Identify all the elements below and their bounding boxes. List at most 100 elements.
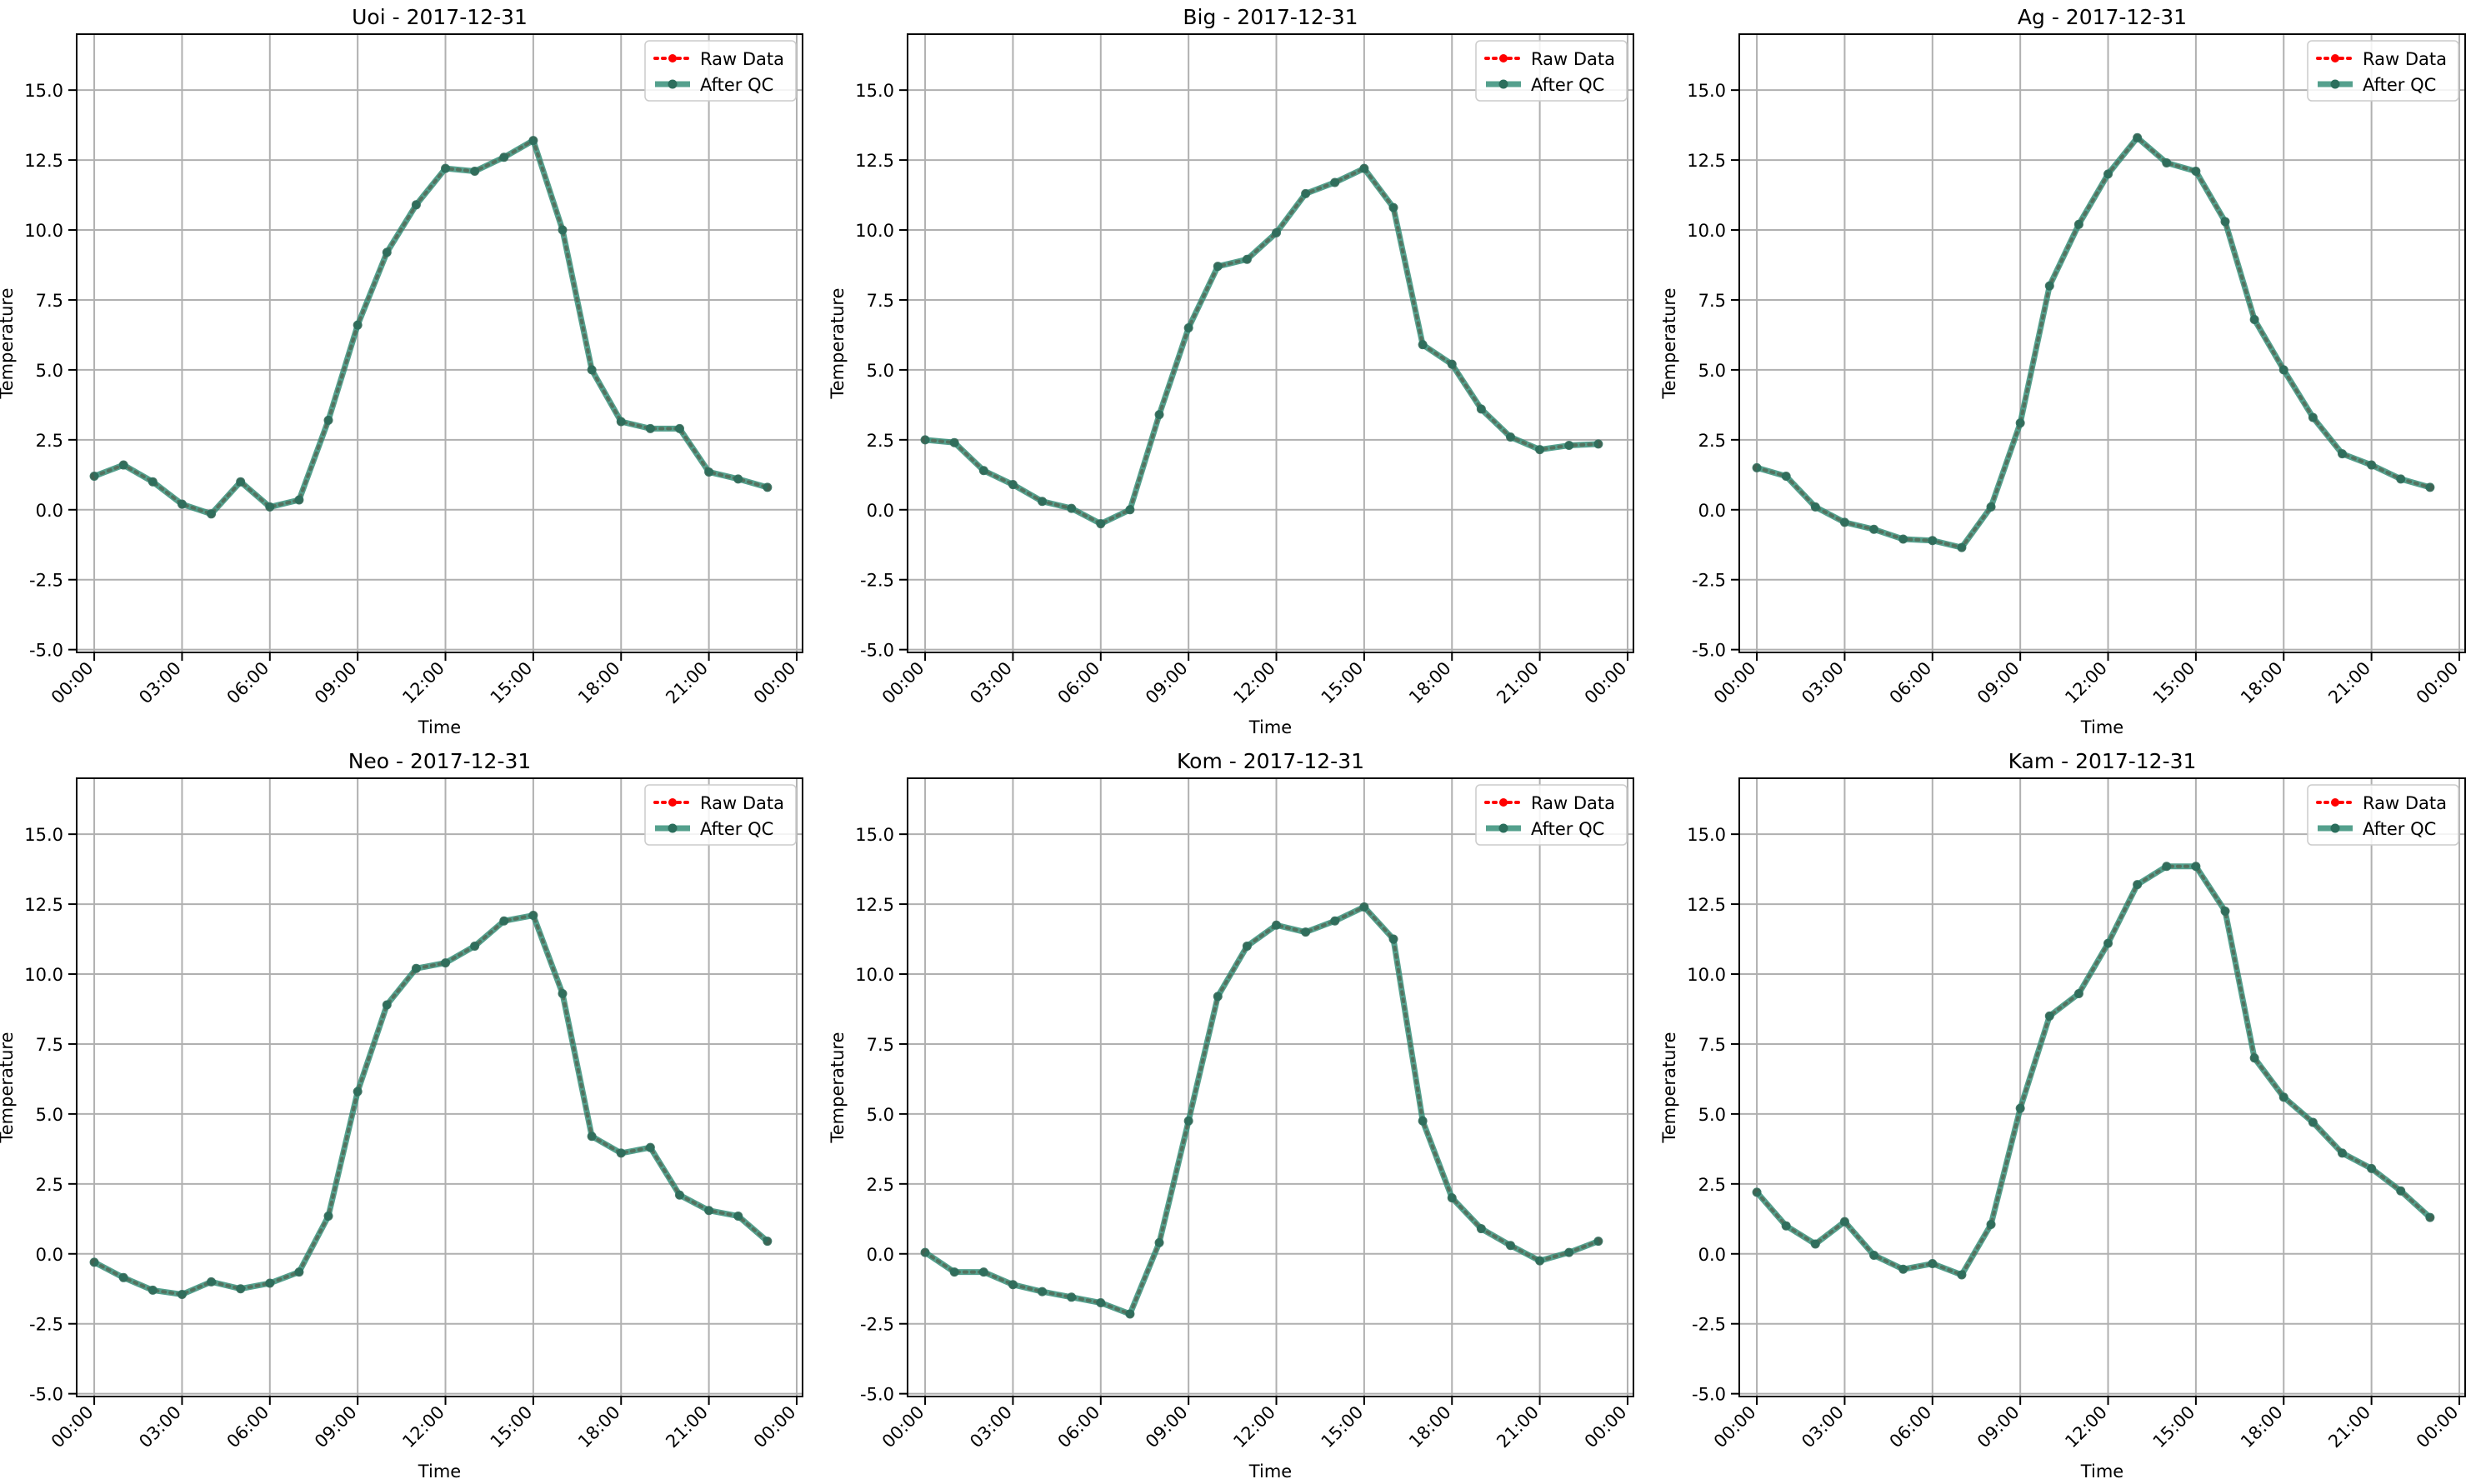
point-after-qc	[1067, 1292, 1077, 1302]
point-after-qc	[1125, 1309, 1135, 1319]
point-after-qc	[1154, 410, 1164, 420]
point-after-qc	[2220, 906, 2230, 916]
x-tick-label: 18:00	[1405, 1402, 1455, 1452]
point-after-qc	[2278, 1092, 2288, 1102]
y-tick-label: 12.5	[855, 895, 894, 915]
x-tick-label: 09:00	[1142, 658, 1192, 708]
x-tick-label: 18:00	[2237, 658, 2287, 708]
legend-marker-raw-data	[2331, 54, 2339, 62]
y-tick-label: 10.0	[1687, 965, 1726, 985]
legend-label-raw-data: Raw Data	[700, 793, 784, 813]
chart-panel-3: 00:00 03:00 06:00 09:00 12:00 15:00 18:00 21:00…	[1659, 5, 2466, 737]
axes-frame	[907, 777, 1634, 1397]
y-tick-label: 10.0	[855, 221, 894, 241]
x-tick-label: 12:00	[2061, 658, 2111, 708]
y-tick-label: 10.0	[855, 965, 894, 985]
point-after-qc	[1898, 1264, 1908, 1274]
chart-panel-5: 00:00 03:00 06:00 09:00 12:00 15:00 18:00 21:00…	[828, 749, 1634, 1482]
x-tick-label: 15:00	[487, 1402, 537, 1452]
y-tick-label: 0.0	[1698, 501, 1726, 521]
x-tick-label: 09:00	[1973, 1402, 2023, 1452]
point-after-qc	[587, 1132, 597, 1142]
point-after-qc	[2133, 880, 2143, 890]
y-axis-label: Temperature	[0, 1032, 17, 1143]
point-after-qc	[382, 1000, 392, 1010]
legend-label-after-qc: After QC	[1531, 819, 1604, 839]
point-after-qc	[1359, 163, 1369, 173]
y-tick-label: 15.0	[1687, 825, 1726, 845]
legend-marker-raw-data	[1499, 54, 1508, 62]
legend: Raw Data After QC	[644, 784, 797, 846]
point-after-qc	[1388, 934, 1398, 944]
legend: Raw Data After QC	[1475, 784, 1628, 846]
point-after-qc	[949, 1267, 959, 1277]
x-tick-label: 00:00	[2413, 658, 2463, 708]
point-after-qc	[978, 466, 988, 476]
point-after-qc	[1593, 1237, 1603, 1247]
y-tick-label: -2.5	[1692, 571, 1726, 591]
point-after-qc	[920, 435, 930, 445]
point-after-qc	[920, 1247, 930, 1257]
point-after-qc	[1898, 534, 1908, 544]
point-after-qc	[470, 167, 480, 177]
x-tick-label: 15:00	[487, 658, 537, 708]
y-axis-label: Temperature	[828, 287, 848, 399]
point-after-qc	[616, 417, 626, 427]
y-tick-label: 15.0	[855, 81, 894, 101]
point-after-qc	[1038, 497, 1048, 507]
point-after-qc	[1008, 1280, 1018, 1290]
y-tick-label: 12.5	[24, 895, 63, 915]
x-tick-label: 00:00	[1710, 658, 1760, 708]
x-tick-label: 18:00	[2237, 1402, 2287, 1452]
point-after-qc	[148, 477, 158, 487]
x-tick-label: 12:00	[2061, 1402, 2111, 1452]
point-after-qc	[528, 136, 538, 146]
y-tick-label: 10.0	[24, 221, 63, 241]
point-after-qc	[2162, 157, 2172, 167]
axes-frame	[907, 33, 1634, 653]
x-tick-label: 00:00	[750, 1402, 800, 1452]
x-tick-label: 03:00	[1798, 658, 1848, 708]
point-after-qc	[2103, 169, 2113, 179]
legend-label-raw-data: Raw Data	[2363, 49, 2447, 69]
series-line-raw-data	[93, 913, 769, 1297]
y-tick-label: -2.5	[29, 571, 63, 591]
point-after-qc	[674, 423, 684, 433]
point-after-qc	[763, 482, 773, 492]
point-after-qc	[1272, 227, 1282, 237]
point-after-qc	[499, 916, 509, 926]
x-tick-label: 03:00	[1798, 1402, 1848, 1452]
y-tick-label: 0.0	[867, 501, 894, 521]
chart-title: Kom - 2017-12-31	[1177, 749, 1364, 773]
point-after-qc	[1154, 1237, 1164, 1247]
point-after-qc	[1957, 542, 1967, 552]
point-after-qc	[1388, 202, 1398, 212]
chart-title: Kam - 2017-12-31	[2008, 749, 2197, 773]
point-after-qc	[1330, 177, 1340, 187]
axes-frame	[1738, 777, 2466, 1397]
x-tick-label: 12:00	[1229, 658, 1279, 708]
x-tick-label: 03:00	[966, 1402, 1016, 1452]
point-after-qc	[265, 1278, 275, 1288]
legend-marker-raw-data	[2331, 798, 2339, 807]
x-tick-label: 00:00	[878, 1402, 928, 1452]
legend-marker-after-qc	[668, 823, 678, 833]
x-axis-label: Time	[2080, 1462, 2123, 1482]
point-after-qc	[558, 989, 568, 999]
x-axis-label: Time	[418, 717, 461, 737]
point-after-qc	[763, 1237, 773, 1247]
chart-title: Big - 2017-12-31	[1183, 5, 1358, 29]
x-tick-label: 21:00	[1493, 1402, 1543, 1452]
point-after-qc	[1505, 432, 1515, 442]
point-after-qc	[2162, 862, 2172, 872]
point-after-qc	[704, 1206, 714, 1216]
point-after-qc	[353, 1087, 363, 1097]
point-after-qc	[1301, 188, 1311, 198]
point-after-qc	[528, 911, 538, 921]
point-after-qc	[2367, 460, 2377, 470]
point-after-qc	[2308, 412, 2318, 422]
x-tick-label: 21:00	[2324, 658, 2374, 708]
point-after-qc	[294, 1267, 304, 1277]
point-after-qc	[382, 247, 392, 257]
y-tick-label: -5.0	[1692, 1385, 1726, 1405]
